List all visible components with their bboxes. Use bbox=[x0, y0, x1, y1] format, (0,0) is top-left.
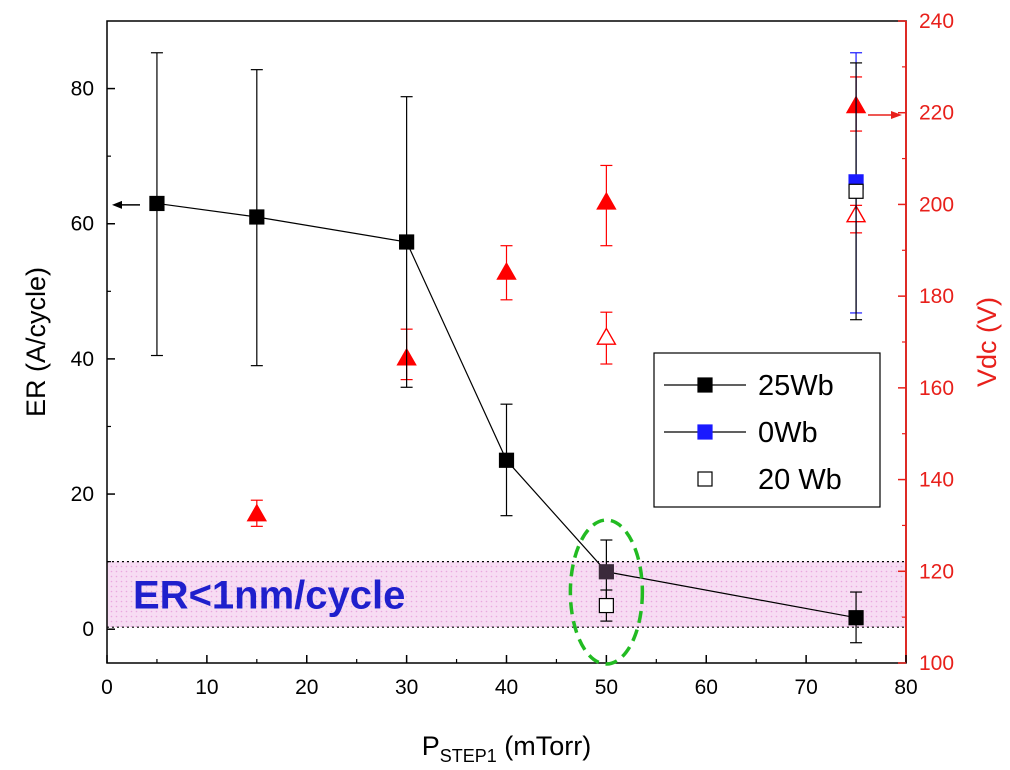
x-tick-label: 30 bbox=[395, 676, 418, 699]
x-tick-label: 80 bbox=[894, 676, 917, 699]
x-axis-title-unit: (mTorr) bbox=[497, 731, 591, 761]
marker-25wb bbox=[399, 234, 415, 250]
y-right-tick-label: 120 bbox=[919, 560, 954, 583]
highlight-ellipse bbox=[568, 518, 645, 666]
legend-label: 25Wb bbox=[758, 370, 834, 402]
x-tick-label: 50 bbox=[595, 676, 618, 699]
y-left-tick-label: 80 bbox=[71, 78, 94, 101]
vdc-filled-triangle bbox=[246, 503, 268, 522]
axes: 0 10 20 30 40 50 60 70 8002040608010012014016018… bbox=[21, 10, 1002, 766]
legend-marker bbox=[697, 377, 713, 393]
series bbox=[149, 52, 867, 644]
marker-25wb bbox=[149, 195, 165, 212]
annotations bbox=[112, 111, 902, 666]
x-axis-title: PSTEP1 (mTorr) bbox=[422, 731, 592, 766]
x-tick-label: 20 bbox=[295, 676, 318, 699]
er-band: ER<1nm/cycle bbox=[107, 561, 906, 628]
marker-20-wb bbox=[598, 597, 614, 614]
y-left-tick-label: 40 bbox=[71, 348, 94, 371]
x-tick-label: 0 bbox=[101, 676, 113, 699]
y-right-tick-label: 220 bbox=[919, 102, 954, 125]
legend-label: 0Wb bbox=[758, 417, 818, 449]
marker-25wb bbox=[598, 564, 614, 580]
x-axis-title-sub: STEP1 bbox=[440, 746, 497, 766]
legend-entry: 0Wb bbox=[664, 417, 818, 449]
marker-25wb bbox=[848, 610, 864, 626]
marker-25wb bbox=[249, 209, 265, 225]
vdc-open-triangle bbox=[596, 327, 617, 345]
y-right-axis-title: Vdc (V) bbox=[972, 297, 1002, 387]
legend-box bbox=[653, 352, 881, 508]
vdc-filled-triangle bbox=[596, 191, 617, 210]
y-left-tick-label: 20 bbox=[71, 483, 94, 506]
right-axis-arrow-head bbox=[891, 111, 902, 120]
y-right-tick-label: 160 bbox=[919, 377, 954, 400]
legend-label: 20 Wb bbox=[758, 464, 842, 496]
y-right-tick-label: 100 bbox=[919, 652, 954, 675]
y-right-tick-label: 180 bbox=[919, 285, 954, 308]
y-left-tick-label: 0 bbox=[82, 618, 94, 641]
y-left-tick-label: 60 bbox=[71, 213, 94, 236]
marker-20-wb bbox=[848, 183, 864, 199]
legend: 25Wb 0Wb 20 Wb bbox=[653, 352, 881, 508]
legend-marker bbox=[697, 471, 713, 487]
x-tick-label: 40 bbox=[495, 676, 518, 699]
legend-entry: 20 Wb bbox=[697, 464, 842, 496]
x-tick-label: 60 bbox=[695, 676, 718, 699]
marker-25wb bbox=[498, 452, 515, 468]
band-label: ER<1nm/cycle bbox=[133, 573, 405, 617]
y-left-axis-title: ER (A/cycle) bbox=[21, 267, 51, 417]
series-line-25wb bbox=[156, 202, 857, 619]
vdc-filled-triangle bbox=[496, 261, 517, 280]
y-right-tick-label: 140 bbox=[919, 469, 954, 492]
legend-entry: 25Wb bbox=[664, 370, 834, 402]
legend-marker bbox=[697, 424, 713, 440]
band-fill bbox=[107, 561, 906, 628]
x-tick-label: 10 bbox=[195, 676, 218, 699]
x-tick-label: 70 bbox=[794, 676, 817, 699]
y-right-tick-label: 240 bbox=[919, 10, 954, 33]
x-axis-title-main: P bbox=[422, 731, 440, 761]
left-axis-arrow-head bbox=[112, 200, 122, 209]
y-right-tick-label: 200 bbox=[919, 193, 954, 216]
